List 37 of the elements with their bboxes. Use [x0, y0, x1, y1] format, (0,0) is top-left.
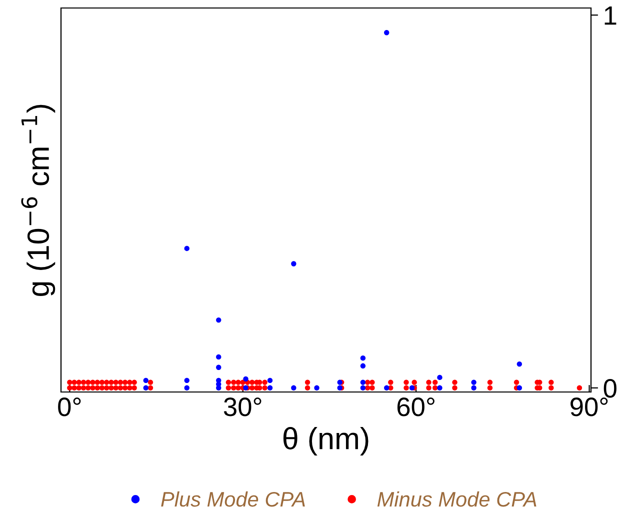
- point: [360, 355, 366, 361]
- point: [184, 385, 190, 390]
- point: [143, 385, 148, 390]
- point: [360, 363, 366, 368]
- x-tick-label: 90°: [570, 398, 608, 416]
- x-tick-label: 60°: [397, 398, 434, 416]
- point: [437, 374, 442, 380]
- point: [471, 385, 476, 390]
- point: [267, 378, 273, 384]
- point: [243, 376, 248, 382]
- point: [267, 385, 273, 390]
- y-tick-label: 1: [604, 6, 616, 25]
- legend-label: Plus Mode CPA: [161, 491, 305, 507]
- x-tick-label: 30°: [224, 398, 262, 416]
- point: [216, 364, 222, 370]
- point: [291, 385, 296, 390]
- point: [291, 261, 296, 266]
- point: [216, 317, 222, 323]
- point: [184, 246, 190, 252]
- point: [314, 385, 320, 390]
- point: [143, 378, 148, 384]
- point: [516, 385, 522, 390]
- y-axis-title: g (10$^{−6}$ cm$^{−1}$): [21, 104, 56, 296]
- point: [516, 361, 522, 367]
- point: [184, 378, 190, 384]
- point: [384, 30, 390, 36]
- point: [437, 385, 442, 390]
- y-tick-label: 0: [604, 379, 616, 398]
- legend-label: Minus Mode CPA: [377, 491, 536, 507]
- point: [471, 380, 476, 385]
- point: [384, 385, 390, 390]
- point: [409, 385, 415, 390]
- x-tick-label: 0°: [58, 398, 81, 416]
- point: [360, 385, 366, 390]
- x-axis-title: θ (nm): [283, 427, 368, 456]
- point: [216, 354, 222, 360]
- point: [360, 380, 366, 385]
